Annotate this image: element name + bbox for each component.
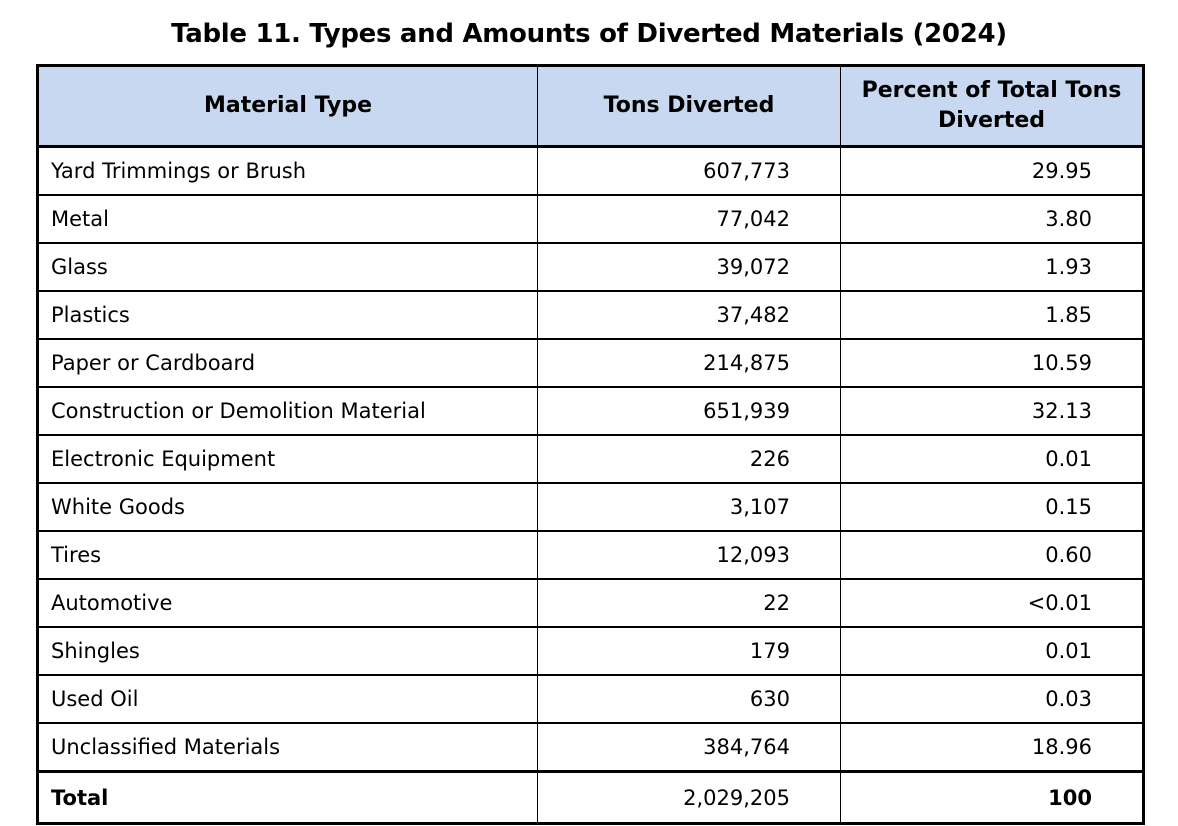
- table-row: Shingles 179 0.01: [37, 626, 1144, 676]
- percent-cell: 29.95: [840, 145, 1144, 196]
- column-header-material-type: Material Type: [37, 64, 538, 148]
- column-header-tons-diverted: Tons Diverted: [537, 64, 841, 148]
- percent-cell: 1.93: [840, 242, 1144, 292]
- total-label-cell: Total: [37, 770, 538, 825]
- table-row: Unclassified Materials 384,764 18.96: [37, 722, 1144, 773]
- material-type-cell: Yard Trimmings or Brush: [37, 145, 538, 196]
- tons-diverted-cell: 12,093: [537, 530, 841, 580]
- total-tons-cell: 2,029,205: [537, 770, 841, 825]
- percent-cell: 0.15: [840, 482, 1144, 532]
- percent-cell: 18.96: [840, 722, 1144, 773]
- table-row: Paper or Cardboard 214,875 10.59: [37, 338, 1144, 388]
- table-row: White Goods 3,107 0.15: [37, 482, 1144, 532]
- material-type-cell: Glass: [37, 242, 538, 292]
- percent-cell: 0.03: [840, 674, 1144, 724]
- tons-diverted-cell: 3,107: [537, 482, 841, 532]
- table-row: Yard Trimmings or Brush 607,773 29.95: [37, 145, 1144, 196]
- header-row: Material Type Tons Diverted Percent of T…: [37, 64, 1144, 148]
- tons-diverted-cell: 179: [537, 626, 841, 676]
- material-type-cell: Used Oil: [37, 674, 538, 724]
- tons-diverted-cell: 39,072: [537, 242, 841, 292]
- percent-cell: 3.80: [840, 194, 1144, 244]
- diverted-materials-table: Material Type Tons Diverted Percent of T…: [36, 64, 1145, 825]
- table-row: Metal 77,042 3.80: [37, 194, 1144, 244]
- table-row: Plastics 37,482 1.85: [37, 290, 1144, 340]
- tons-diverted-cell: 22: [537, 578, 841, 628]
- material-type-cell: Shingles: [37, 626, 538, 676]
- table-row: Used Oil 630 0.03: [37, 674, 1144, 724]
- percent-cell: 32.13: [840, 386, 1144, 436]
- tons-diverted-cell: 37,482: [537, 290, 841, 340]
- total-row: Total 2,029,205 100: [37, 770, 1144, 825]
- material-type-cell: Electronic Equipment: [37, 434, 538, 484]
- material-type-cell: Plastics: [37, 290, 538, 340]
- tons-diverted-cell: 630: [537, 674, 841, 724]
- tons-diverted-cell: 384,764: [537, 722, 841, 773]
- tons-diverted-cell: 214,875: [537, 338, 841, 388]
- material-type-cell: Unclassified Materials: [37, 722, 538, 773]
- percent-cell: 0.01: [840, 626, 1144, 676]
- column-header-percent-of-total: Percent of Total Tons Diverted: [840, 64, 1144, 148]
- total-percent-cell: 100: [840, 770, 1144, 825]
- material-type-cell: White Goods: [37, 482, 538, 532]
- percent-cell: 0.60: [840, 530, 1144, 580]
- table-row: Tires 12,093 0.60: [37, 530, 1144, 580]
- percent-cell: 1.85: [840, 290, 1144, 340]
- tons-diverted-cell: 607,773: [537, 145, 841, 196]
- table-row: Automotive 22 <0.01: [37, 578, 1144, 628]
- table-row: Construction or Demolition Material 651,…: [37, 386, 1144, 436]
- percent-cell: 10.59: [840, 338, 1144, 388]
- percent-cell: <0.01: [840, 578, 1144, 628]
- percent-cell: 0.01: [840, 434, 1144, 484]
- material-type-cell: Automotive: [37, 578, 538, 628]
- tons-diverted-cell: 77,042: [537, 194, 841, 244]
- material-type-cell: Construction or Demolition Material: [37, 386, 538, 436]
- material-type-cell: Paper or Cardboard: [37, 338, 538, 388]
- material-type-cell: Metal: [37, 194, 538, 244]
- table-row: Electronic Equipment 226 0.01: [37, 434, 1144, 484]
- material-type-cell: Tires: [37, 530, 538, 580]
- table-title: Table 11. Types and Amounts of Diverted …: [171, 19, 1007, 49]
- tons-diverted-cell: 226: [537, 434, 841, 484]
- table-row: Glass 39,072 1.93: [37, 242, 1144, 292]
- tons-diverted-cell: 651,939: [537, 386, 841, 436]
